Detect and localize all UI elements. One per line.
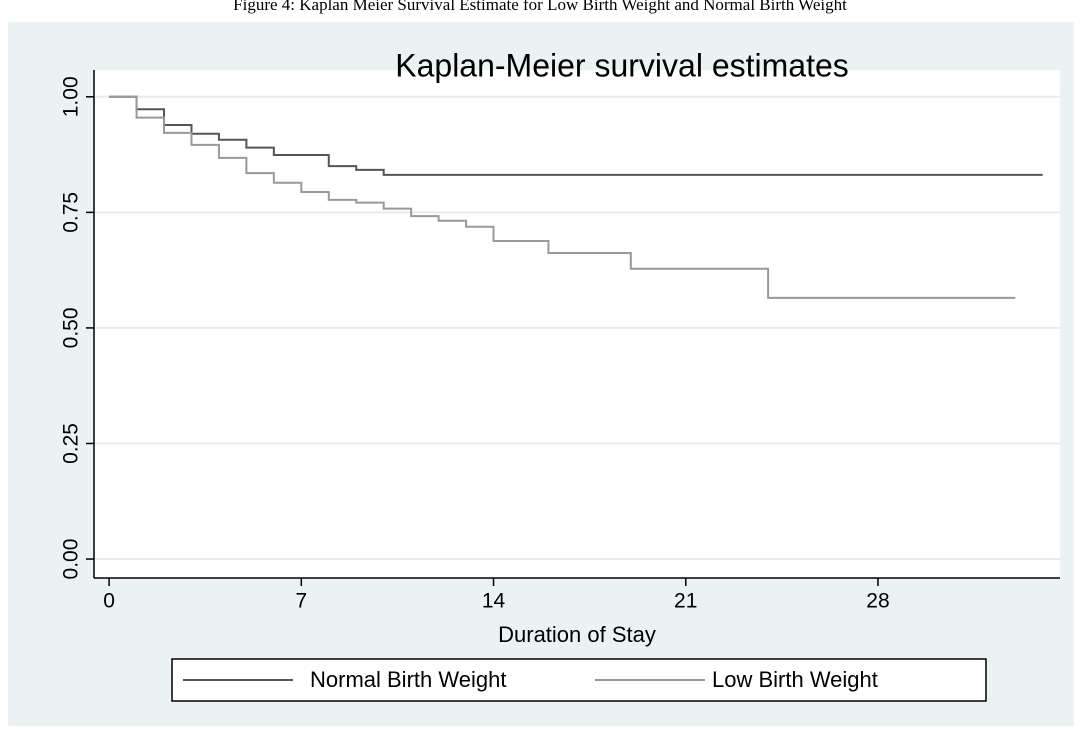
x-tick-label: 7 (295, 590, 307, 613)
y-tick-label: 1.00 (60, 76, 83, 117)
plot-area (94, 70, 1060, 578)
y-tick-label: 0.50 (60, 307, 83, 348)
survival-line (109, 95, 1016, 299)
chart-title: Kaplan-Meier survival estimates (395, 47, 849, 83)
survival-line (109, 95, 1043, 176)
y-tick-label: 0.00 (60, 539, 83, 580)
x-tick-label: 14 (482, 590, 506, 613)
legend (171, 658, 987, 702)
x-tick-label: 28 (866, 590, 889, 613)
x-tick-label: 0 (103, 590, 115, 613)
x-axis-title: Duration of Stay (498, 622, 656, 647)
y-tick-label: 0.25 (60, 423, 83, 464)
figure-caption: Figure 4: Kaplan Meier Survival Estimate… (233, 0, 847, 14)
y-tick-label: 0.75 (60, 192, 83, 233)
x-tick-label: 21 (674, 590, 697, 613)
legend-label: Low Birth Weight (712, 667, 878, 692)
legend-label: Normal Birth Weight (310, 667, 506, 692)
